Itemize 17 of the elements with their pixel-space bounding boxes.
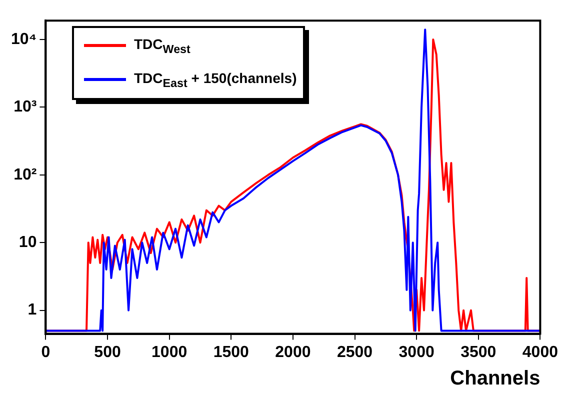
x-tick-label: 500 — [94, 344, 121, 361]
legend-label: TDC$_{East}$ + 150(channels) — [134, 70, 297, 90]
y-tick-label: 10³ — [14, 98, 37, 116]
x-tick-label: 3500 — [460, 344, 496, 361]
legend-label: TDC$_{West}$ — [134, 36, 190, 56]
y-tick-label: 10 — [18, 234, 37, 252]
y-tick-label: 10⁴ — [10, 30, 37, 48]
y-tick-label: 10² — [14, 166, 37, 184]
x-tick-label: 1000 — [152, 344, 188, 361]
y-tick-label: 1 — [28, 302, 37, 319]
x-axis-title: Channels — [450, 368, 540, 390]
x-tick-label: 2000 — [275, 344, 311, 361]
x-tick-label: 2500 — [336, 344, 373, 361]
x-tick-label: 0 — [41, 344, 50, 361]
x-tick-label: 4000 — [522, 344, 558, 361]
x-tick-label: 1500 — [213, 344, 250, 361]
x-tick-label: 3000 — [398, 344, 434, 361]
